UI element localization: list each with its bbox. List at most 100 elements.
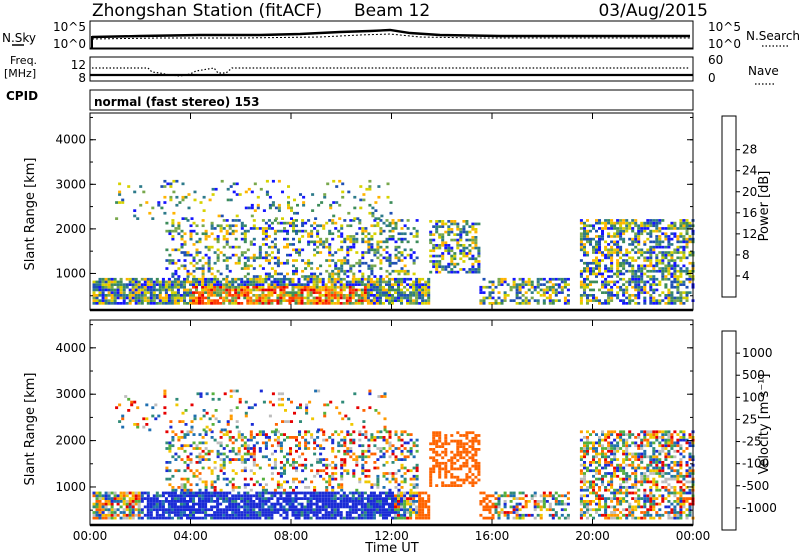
heatmap-cell xyxy=(409,516,413,520)
heatmap-cell xyxy=(264,227,268,230)
heatmap-cell xyxy=(161,302,165,305)
heatmap-cell xyxy=(180,430,184,434)
heatmap-cell xyxy=(634,259,638,262)
heatmap-cell xyxy=(273,430,277,434)
heatmap-cell xyxy=(304,433,308,436)
heatmap-cell xyxy=(101,302,105,305)
heatmap-cell xyxy=(685,237,689,241)
heatmap-cell xyxy=(298,444,302,448)
heatmap-cell xyxy=(598,264,602,268)
heatmap-cell xyxy=(346,253,350,257)
heatmap-cell xyxy=(643,224,647,228)
heatmap-cell xyxy=(406,288,410,292)
heatmap-cell xyxy=(121,201,125,204)
heatmap-cell xyxy=(167,296,171,300)
heatmap-cell xyxy=(213,302,217,305)
heatmap-cell xyxy=(237,256,241,260)
heatmap-cell xyxy=(554,299,558,302)
heatmap-cell xyxy=(598,221,602,225)
heatmap-cell xyxy=(373,438,377,442)
heatmap-cell xyxy=(397,272,401,276)
heatmap-cell xyxy=(497,502,501,506)
heatmap-cell xyxy=(667,224,671,228)
heatmap-cell xyxy=(243,466,247,470)
heatmap-cell xyxy=(382,452,386,456)
heatmap-cell xyxy=(482,491,486,495)
heatmap-cell xyxy=(477,254,481,258)
heatmap-cell xyxy=(512,505,516,509)
heatmap-cell xyxy=(301,248,305,252)
heatmap-cell xyxy=(652,269,656,273)
heatmap-cell xyxy=(309,508,313,512)
heatmap-cell xyxy=(247,187,251,191)
heatmap-cell xyxy=(375,494,379,498)
heatmap-cell xyxy=(176,294,180,297)
heatmap-cell xyxy=(250,214,254,218)
heatmap-cell xyxy=(258,505,262,509)
heatmap-cell xyxy=(474,241,478,245)
heatmap-cell xyxy=(176,291,180,294)
heatmap-cell xyxy=(429,442,433,446)
heatmap-cell xyxy=(459,244,463,247)
heatmap-cell xyxy=(240,288,244,292)
heatmap-cell xyxy=(628,296,632,300)
heatmap-cell xyxy=(264,251,268,254)
heatmap-cell xyxy=(225,229,229,233)
heatmap-cell xyxy=(441,238,445,242)
heatmap-cell xyxy=(189,494,193,498)
heatmap-cell xyxy=(610,294,614,297)
heatmap-cell xyxy=(325,237,329,241)
heatmap-cell xyxy=(273,508,277,512)
heatmap-cell xyxy=(586,285,590,289)
heatmap-cell xyxy=(261,488,265,492)
heatmap-cell xyxy=(285,511,289,514)
heatmap-cell xyxy=(685,219,689,222)
heatmap-cell xyxy=(412,302,416,305)
heatmap-cell xyxy=(318,294,322,297)
heatmap-cell xyxy=(482,505,486,509)
heatmap-cell xyxy=(637,237,641,241)
heatmap-cell xyxy=(554,288,558,292)
heatmap-cell xyxy=(444,442,448,446)
heatmap-cell xyxy=(170,296,174,300)
heatmap-cell xyxy=(353,217,357,220)
heatmap-cell xyxy=(258,253,262,257)
heatmap-cell xyxy=(303,302,307,305)
heatmap-cell xyxy=(291,511,295,514)
heatmap-cell xyxy=(192,505,196,509)
heatmap-cell xyxy=(634,232,638,236)
heatmap-cell xyxy=(340,438,344,442)
heatmap-cell xyxy=(234,296,238,300)
heatmap-cell xyxy=(664,245,668,249)
heatmap-cell xyxy=(634,280,638,284)
heatmap-cell xyxy=(277,179,281,183)
heatmap-cell xyxy=(673,227,677,230)
heatmap-cell xyxy=(170,494,174,498)
heatmap-cell xyxy=(462,464,466,468)
heatmap-cell xyxy=(607,288,611,292)
heatmap-cell xyxy=(204,502,208,506)
heatmap-cell xyxy=(161,288,165,292)
heatmap-cell xyxy=(622,221,626,225)
heatmap-cell xyxy=(261,296,265,300)
heatmap-cell xyxy=(107,299,111,302)
heatmap-cell xyxy=(560,280,564,284)
heatmap-cell xyxy=(235,214,239,218)
heatmap-cell xyxy=(355,461,359,464)
heatmap-cell xyxy=(360,288,364,292)
heatmap-cell xyxy=(168,483,172,487)
heatmap-cell xyxy=(610,291,614,294)
heatmap-cell xyxy=(161,283,165,286)
heatmap-cell xyxy=(471,442,475,446)
heatmap-cell xyxy=(198,461,202,464)
heatmap-cell xyxy=(213,494,217,498)
heatmap-cell xyxy=(586,441,590,445)
heatmap-cell xyxy=(107,283,111,286)
heatmap-cell xyxy=(298,253,302,257)
heatmap-cell xyxy=(459,484,463,487)
heatmap-cell xyxy=(527,299,531,302)
heatmap-cell xyxy=(321,516,325,520)
heatmap-cell xyxy=(301,229,305,233)
heatmap-cell xyxy=(360,280,364,284)
heatmap-cell xyxy=(679,294,683,297)
